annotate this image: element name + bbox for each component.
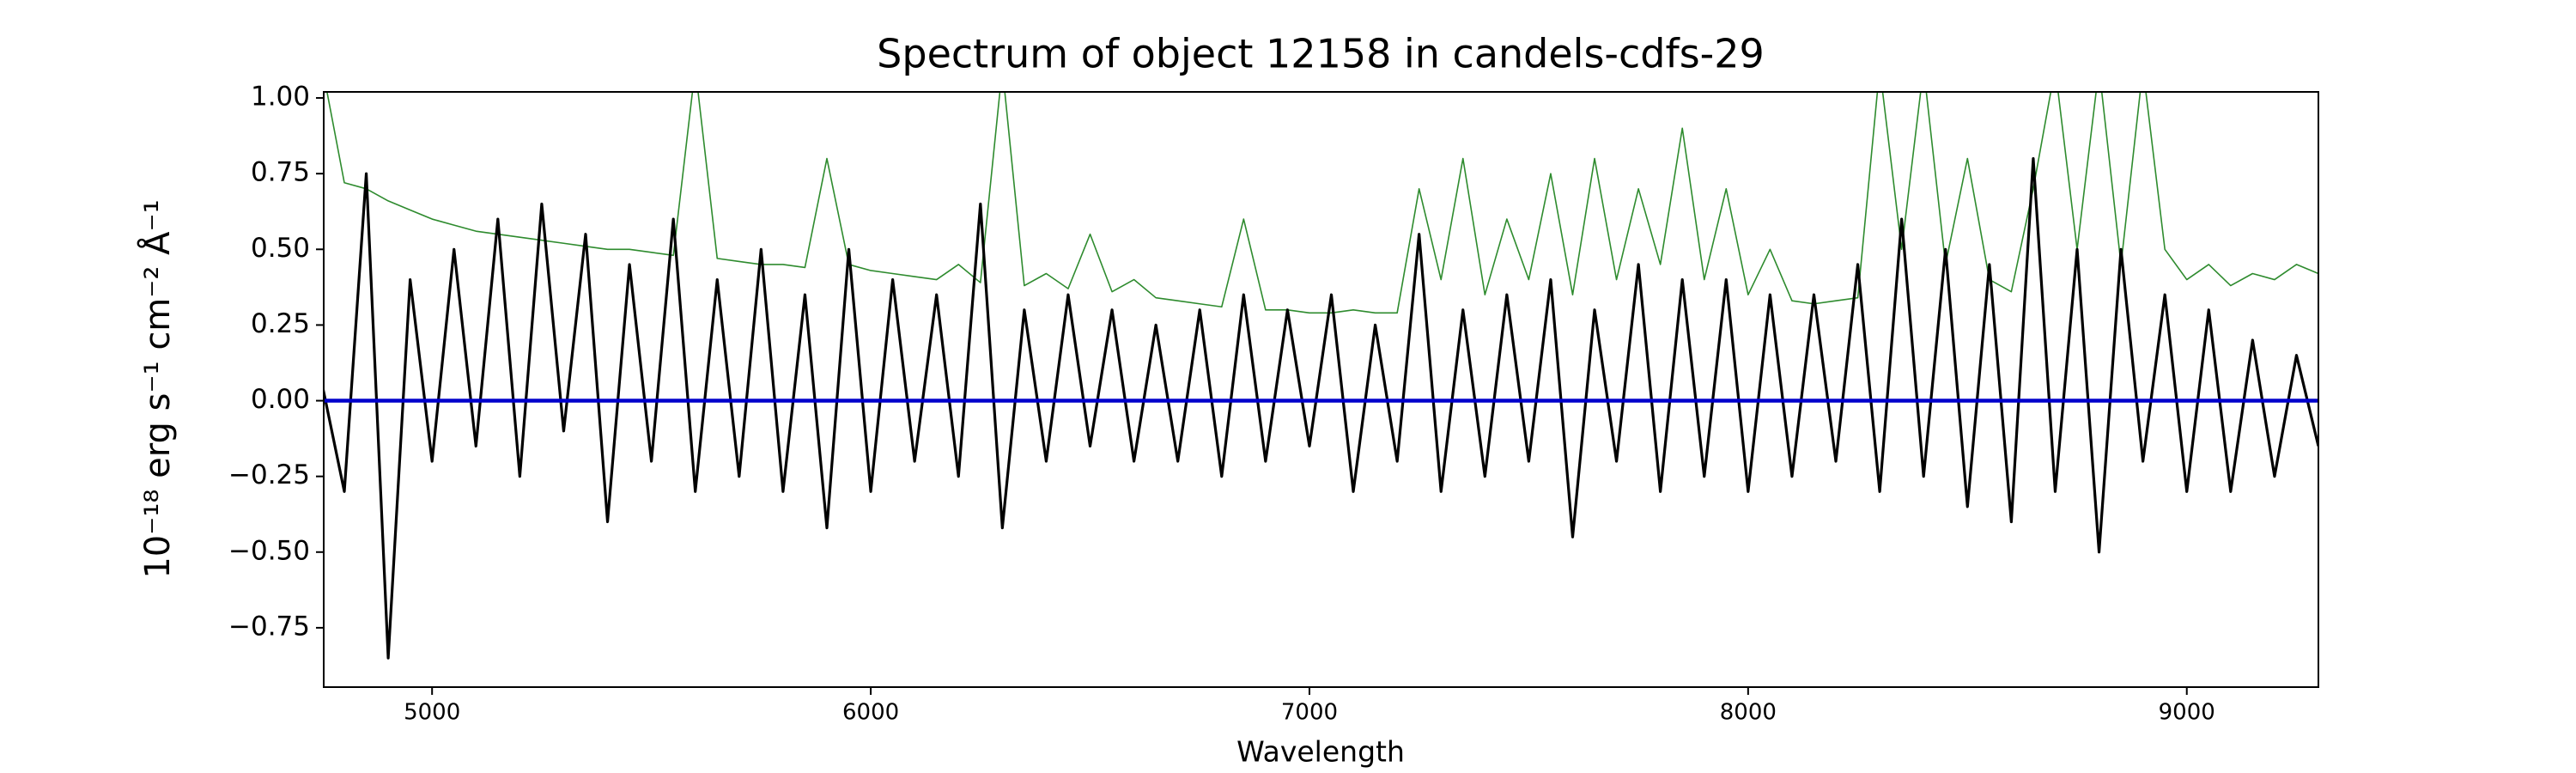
x-tick-label: 7000 xyxy=(1281,700,1338,726)
y-tick-label: −0.50 xyxy=(228,535,310,566)
x-axis-label: Wavelength xyxy=(1236,735,1405,769)
y-tick-label: −0.25 xyxy=(228,460,310,490)
y-tick-label: −0.75 xyxy=(228,611,310,642)
y-tick-label: 0.75 xyxy=(251,157,310,188)
y-tick-label: 0.25 xyxy=(251,308,310,339)
x-tick-label: 6000 xyxy=(842,700,899,726)
chart-title: Spectrum of object 12158 in candels-cdfs… xyxy=(877,31,1765,77)
y-tick-label: 0.50 xyxy=(251,233,310,264)
x-tick-label: 5000 xyxy=(404,700,460,726)
spectrum-line xyxy=(324,156,2318,660)
x-tick-label: 9000 xyxy=(2159,700,2215,726)
y-axis-label: 10⁻¹⁸ erg s⁻¹ cm⁻² Å⁻¹ xyxy=(137,199,178,578)
y-tick-label: 0.00 xyxy=(251,384,310,415)
axes-frame xyxy=(323,91,2319,688)
plot-area xyxy=(324,92,2318,660)
spectrum-line xyxy=(326,92,2318,314)
x-tick-label: 8000 xyxy=(1720,700,1777,726)
y-tick-label: 1.00 xyxy=(251,82,310,113)
